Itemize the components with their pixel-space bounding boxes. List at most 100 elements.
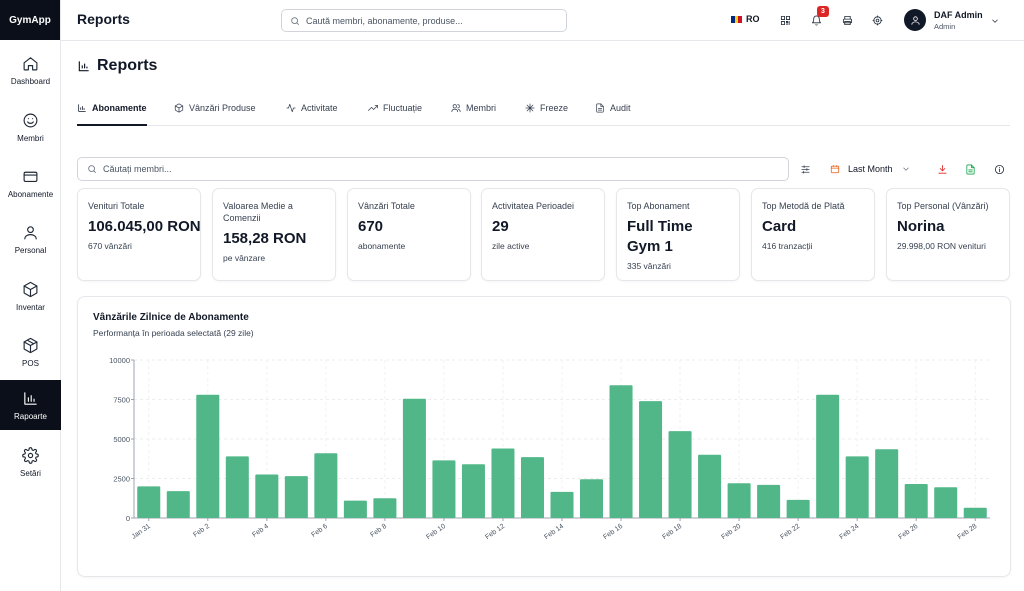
card-value: Norina: [897, 218, 945, 235]
chart-bar: [580, 479, 604, 518]
global-search-input[interactable]: Caută membri, abonamente, produse...: [281, 9, 567, 32]
sidebar-item-inventory[interactable]: Inventar: [0, 271, 61, 321]
card-value: Full Time Gym 1: [627, 218, 693, 255]
sidebar-item-members[interactable]: Membri: [0, 102, 61, 152]
y-tick-label: 0: [126, 514, 130, 523]
user-avatar[interactable]: [904, 9, 926, 31]
sidebar-item-settings[interactable]: Setări: [0, 437, 61, 487]
sidebar-item-label: POS: [22, 358, 39, 368]
sidebar: GymApp Dashboard Membri Abonamente Perso…: [0, 0, 61, 591]
chart-title: Vânzările Zilnice de Abonamente: [93, 312, 249, 323]
tab-members[interactable]: Membri: [451, 97, 496, 126]
card-sub: 416 tranzacții: [762, 241, 813, 251]
tab-churn[interactable]: Fluctuație: [368, 97, 422, 126]
sidebar-item-dashboard[interactable]: Dashboard: [0, 45, 61, 95]
top-bar: Reports Caută membri, abonamente, produs…: [61, 0, 1024, 41]
tab-activity[interactable]: Activitate: [286, 97, 338, 126]
chart-bar: [196, 394, 220, 518]
card-label: Activitatea Perioadei: [492, 201, 575, 211]
package-icon: [174, 103, 184, 113]
chart-bar: [343, 500, 367, 518]
chart-bar: [639, 401, 663, 518]
daily-sales-bar-chart: 0 2500 5000 7500 10000 Jan 31 Feb 2 Feb 4 Feb 6 F…: [109, 356, 990, 541]
users-icon: [451, 104, 461, 113]
member-search-placeholder: Căutați membri...: [103, 164, 172, 174]
gear-icon: [22, 446, 39, 464]
tab-subscriptions[interactable]: Abonamente: [77, 97, 147, 126]
x-tick-label: Feb 4: [251, 523, 270, 539]
card-sub: pe vânzare: [223, 253, 266, 263]
chart-bar: [757, 484, 781, 518]
card-value: 670: [358, 218, 384, 235]
sidebar-item-subscriptions[interactable]: Abonamente: [0, 158, 61, 208]
gear-icon: [872, 15, 882, 25]
tab-freeze[interactable]: Freeze: [525, 97, 568, 126]
report-tabs: Abonamente Vânzări Produse Activitate Fl…: [77, 97, 1010, 126]
user-name: DAF Admin: [934, 10, 983, 20]
x-tick-label: Jan 31: [131, 523, 152, 541]
bell-icon: [811, 15, 821, 26]
sliders-icon: [800, 164, 810, 174]
chart-bar: [668, 431, 692, 518]
stat-card-period-activity: Activitatea Perioadei 29 zile active: [481, 188, 605, 281]
chart-bar: [845, 456, 869, 518]
user-icon: [24, 225, 37, 239]
x-tick-label: Feb 18: [661, 523, 683, 541]
download-button[interactable]: [934, 161, 950, 177]
chart-bar: [934, 487, 958, 518]
chart-bar: [727, 483, 751, 518]
info-button[interactable]: [991, 161, 1007, 177]
card-label: Top Abonament: [627, 201, 690, 211]
sidebar-item-reports[interactable]: Rapoarte: [0, 380, 61, 430]
card-label: Vânzări Totale: [358, 201, 415, 211]
chart-bar: [875, 449, 899, 518]
activity-icon: [286, 103, 296, 113]
chart-bar: [255, 474, 279, 518]
tab-label: Membri: [466, 103, 497, 113]
bar-chart-icon: [78, 104, 86, 112]
qr-code-icon: [780, 15, 790, 25]
print-button[interactable]: [839, 12, 855, 28]
card-sub: 29.998,00 RON venituri: [897, 241, 986, 251]
x-tick-label: Feb 12: [484, 523, 506, 541]
y-tick-label: 10000: [109, 356, 130, 365]
stat-card-top-payment-method: Top Metodă de Plată Card 416 tranzacții: [751, 188, 875, 281]
sidebar-item-pos[interactable]: POS: [0, 327, 61, 377]
spreadsheet-icon: [965, 164, 975, 174]
printer-icon: [842, 15, 852, 25]
calendar-icon: [830, 165, 840, 174]
chart-bar: [225, 456, 249, 518]
notification-badge: 3: [817, 6, 829, 17]
sidebar-item-staff[interactable]: Personal: [0, 214, 61, 264]
download-icon: [937, 164, 947, 174]
brand-logo[interactable]: GymApp: [0, 0, 60, 40]
trending-up-icon: [368, 105, 378, 111]
search-icon: [88, 165, 97, 174]
x-tick-label: Feb 28: [957, 523, 979, 541]
chart-bar: [698, 454, 722, 518]
chart-bar: [816, 394, 840, 518]
user-icon: [910, 15, 920, 25]
notifications-button[interactable]: 3: [808, 6, 829, 28]
stat-card-total-revenue: Venituri Totale 106.045,00 RON 670 vânză…: [77, 188, 201, 281]
chart-bar: [402, 398, 426, 518]
sidebar-item-label: Personal: [14, 245, 47, 255]
info-icon: [994, 164, 1004, 174]
settings-button[interactable]: [869, 12, 885, 28]
period-select[interactable]: Last Month: [830, 160, 911, 178]
member-search-input[interactable]: Căutați membri...: [77, 157, 789, 181]
qr-scan-button[interactable]: [777, 12, 793, 28]
search-icon: [291, 16, 300, 25]
card-value: 29: [492, 218, 509, 235]
user-menu-toggle[interactable]: [990, 13, 1002, 25]
tab-product-sales[interactable]: Vânzări Produse: [174, 97, 256, 126]
chart-bar: [904, 484, 928, 518]
filters-button[interactable]: [797, 161, 813, 177]
language-selector[interactable]: RO: [731, 14, 760, 24]
tab-audit[interactable]: Audit: [595, 97, 631, 126]
chart-bar: [461, 464, 485, 518]
chevron-down-icon: [992, 19, 998, 23]
chart-bar: [137, 486, 161, 518]
export-button[interactable]: [962, 161, 978, 177]
stat-card-total-sales: Vânzări Totale 670 abonamente: [347, 188, 471, 281]
